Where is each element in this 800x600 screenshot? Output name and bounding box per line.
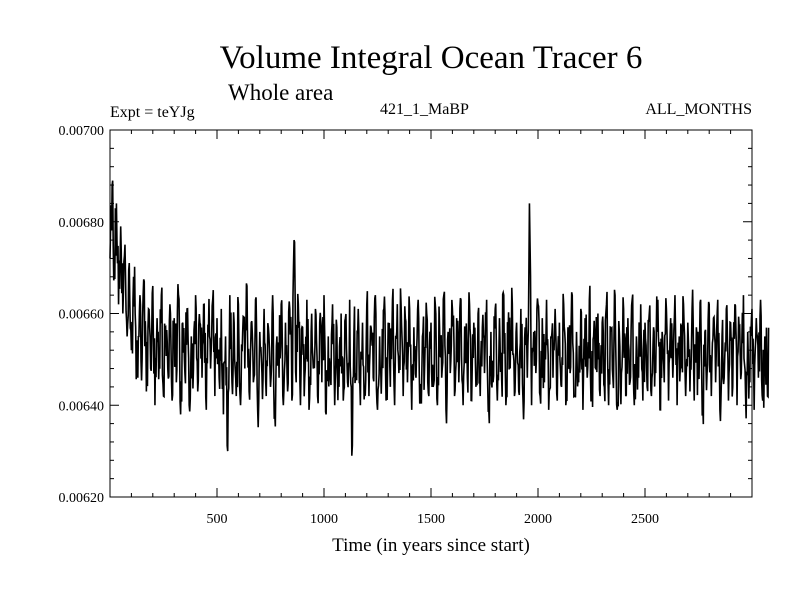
x-tick-label: 2000 <box>524 512 552 527</box>
y-tick-label: 0.00640 <box>59 399 105 414</box>
x-tick-label: 500 <box>207 512 228 527</box>
x-tick-label: 2500 <box>631 512 659 527</box>
period-label: ALL_MONTHS <box>645 101 752 118</box>
y-tick-label: 0.00620 <box>59 491 105 506</box>
chart-subtitle: Whole area <box>228 80 334 105</box>
plot-frame <box>109 129 753 498</box>
y-tick-label: 0.00700 <box>59 124 105 139</box>
x-tick-label: 1500 <box>417 512 445 527</box>
y-tick-label: 0.00680 <box>59 216 105 231</box>
experiment-label: Expt = teYJg <box>110 104 195 121</box>
axis-tick-labels: 500 1000 1500 2000 2500 0.00620 0.00640 0.00660… <box>59 124 660 527</box>
x-axis-label: Time (in years since start) <box>332 535 530 556</box>
series-line <box>109 180 770 456</box>
y-tick-label: 0.00660 <box>59 308 105 323</box>
chart-title: Volume Integral Ocean Tracer 6 <box>219 40 643 76</box>
run-label: 421_1_MaBP <box>380 101 469 118</box>
x-tick-label: 1000 <box>310 512 338 527</box>
axis-ticks <box>110 129 752 498</box>
